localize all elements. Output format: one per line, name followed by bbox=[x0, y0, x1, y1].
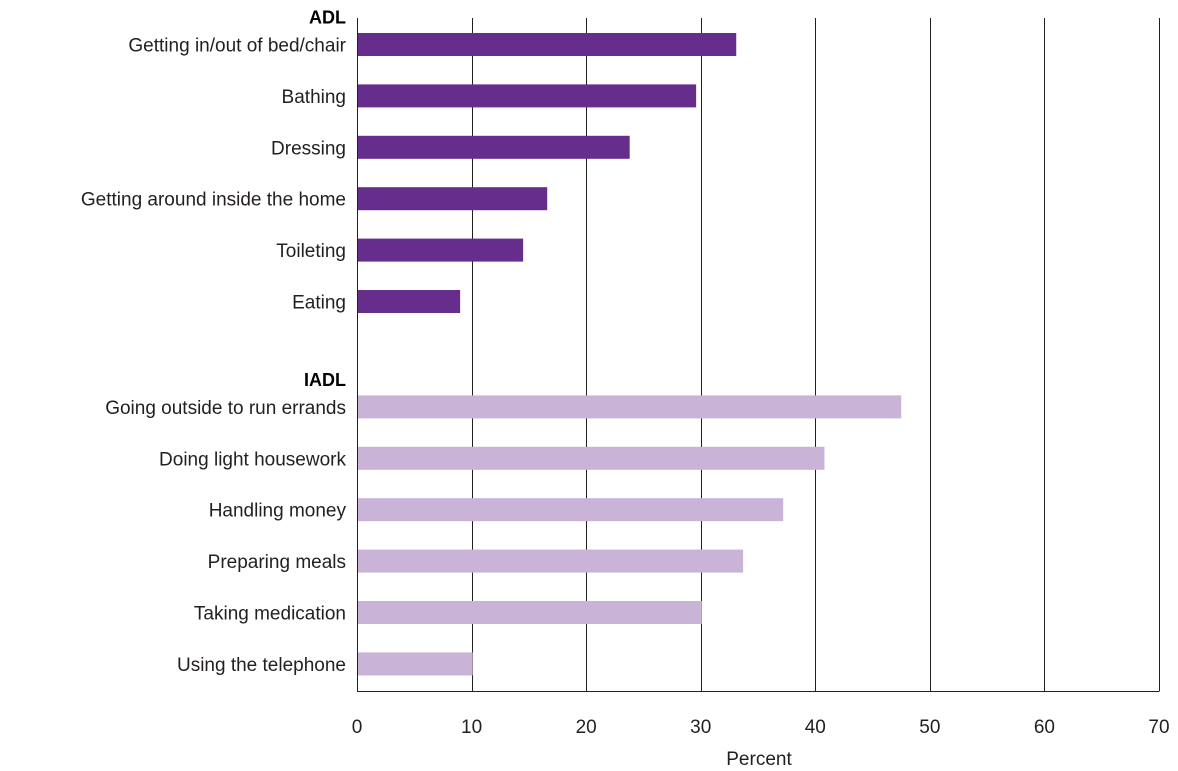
bar bbox=[358, 395, 902, 419]
x-tick-label: 30 bbox=[690, 717, 711, 738]
bar bbox=[358, 549, 744, 573]
category-label: Going outside to run errands bbox=[105, 398, 346, 419]
bar bbox=[358, 290, 461, 313]
x-tick-label: 50 bbox=[919, 717, 940, 738]
category-label: Taking medication bbox=[194, 604, 346, 625]
category-label: Getting in/out of bed/chair bbox=[128, 36, 346, 57]
bar bbox=[358, 135, 630, 159]
group-label-iadl: IADL bbox=[304, 370, 346, 390]
bar bbox=[358, 238, 524, 262]
x-tick-label: 20 bbox=[576, 717, 597, 738]
category-labels: ADL Getting in/out of bed/chair Bathing Dr… bbox=[81, 8, 347, 676]
bar bbox=[358, 84, 697, 108]
axes: 0 10 20 30 40 50 60 70 bbox=[352, 18, 1170, 738]
category-label: Bathing bbox=[282, 87, 346, 108]
gridlines bbox=[472, 18, 1160, 691]
category-label: Dressing bbox=[271, 138, 346, 159]
category-label: Doing light housework bbox=[159, 449, 346, 470]
x-tick-label: 60 bbox=[1034, 717, 1055, 738]
bar bbox=[358, 446, 825, 470]
bar bbox=[358, 498, 784, 522]
x-tick-label: 0 bbox=[352, 717, 363, 738]
x-tick-label: 40 bbox=[805, 717, 826, 738]
category-label: Preparing meals bbox=[208, 552, 346, 573]
bar bbox=[358, 187, 548, 211]
x-tick-label: 70 bbox=[1148, 717, 1169, 738]
category-label: Handling money bbox=[209, 501, 347, 522]
category-label: Getting around inside the home bbox=[81, 190, 346, 211]
category-label: Using the telephone bbox=[177, 655, 346, 676]
bar bbox=[358, 601, 702, 624]
bar bbox=[358, 652, 473, 676]
x-axis-title: Percent bbox=[726, 749, 792, 770]
group-label-adl: ADL bbox=[309, 8, 346, 28]
x-tick-label: 10 bbox=[461, 717, 482, 738]
category-label: Eating bbox=[292, 293, 346, 314]
bar bbox=[358, 33, 737, 56]
bars bbox=[358, 33, 902, 676]
category-label: Toileting bbox=[276, 241, 346, 262]
